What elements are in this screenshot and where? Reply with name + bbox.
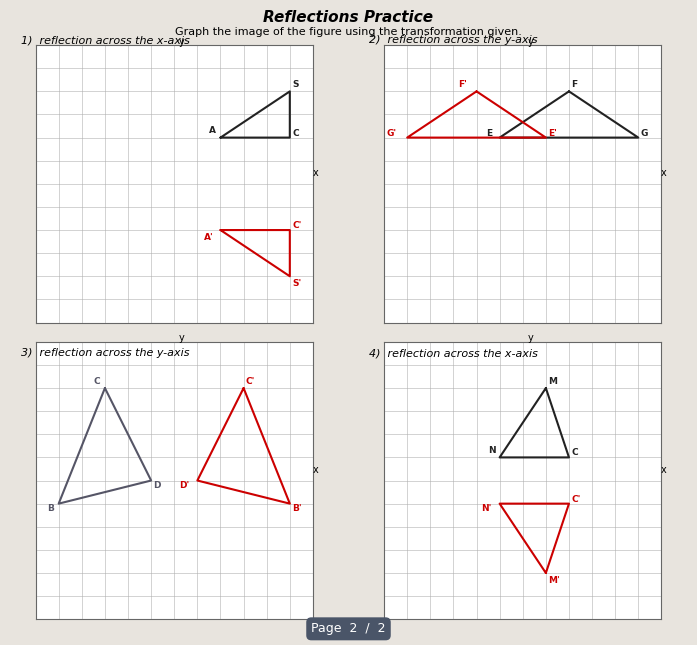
Text: 3)  reflection across the y-axis: 3) reflection across the y-axis [21,348,190,359]
Text: y: y [179,37,185,46]
Text: C': C' [292,221,302,230]
Text: x: x [312,465,318,475]
Text: F': F' [458,80,467,89]
Text: D: D [153,481,161,490]
Text: 4)  reflection across the x-axis: 4) reflection across the x-axis [369,348,538,359]
Text: F: F [572,80,577,89]
Text: N': N' [481,504,491,513]
Text: M': M' [548,575,560,584]
Text: Reflections Practice: Reflections Practice [263,10,434,25]
Text: y: y [179,333,185,343]
Text: A: A [209,126,216,135]
Text: C': C' [246,377,255,386]
Text: G': G' [386,128,397,137]
Text: C': C' [572,495,581,504]
Text: D': D' [179,481,189,490]
Text: y: y [528,37,533,46]
Text: A': A' [204,233,214,242]
Text: B': B' [292,504,302,513]
Text: Page  2  /  2: Page 2 / 2 [312,622,385,635]
Text: y: y [528,333,533,343]
Text: B: B [47,504,54,513]
Text: C: C [93,377,100,386]
Text: E': E' [548,128,557,137]
Text: x: x [661,168,666,178]
Text: S': S' [292,279,301,288]
Text: 1)  reflection across the x-axis: 1) reflection across the x-axis [21,35,190,46]
Text: C: C [572,448,578,457]
Text: M: M [548,377,557,386]
Text: 2)  reflection across the y-axis: 2) reflection across the y-axis [369,35,538,46]
Text: E: E [486,128,492,137]
Text: C: C [292,128,299,137]
Text: S: S [292,80,298,89]
Text: N: N [488,446,496,455]
Text: x: x [661,465,666,475]
Text: x: x [312,168,318,178]
Text: G: G [641,128,648,137]
Text: Graph the image of the figure using the transformation given.: Graph the image of the figure using the … [175,27,522,37]
